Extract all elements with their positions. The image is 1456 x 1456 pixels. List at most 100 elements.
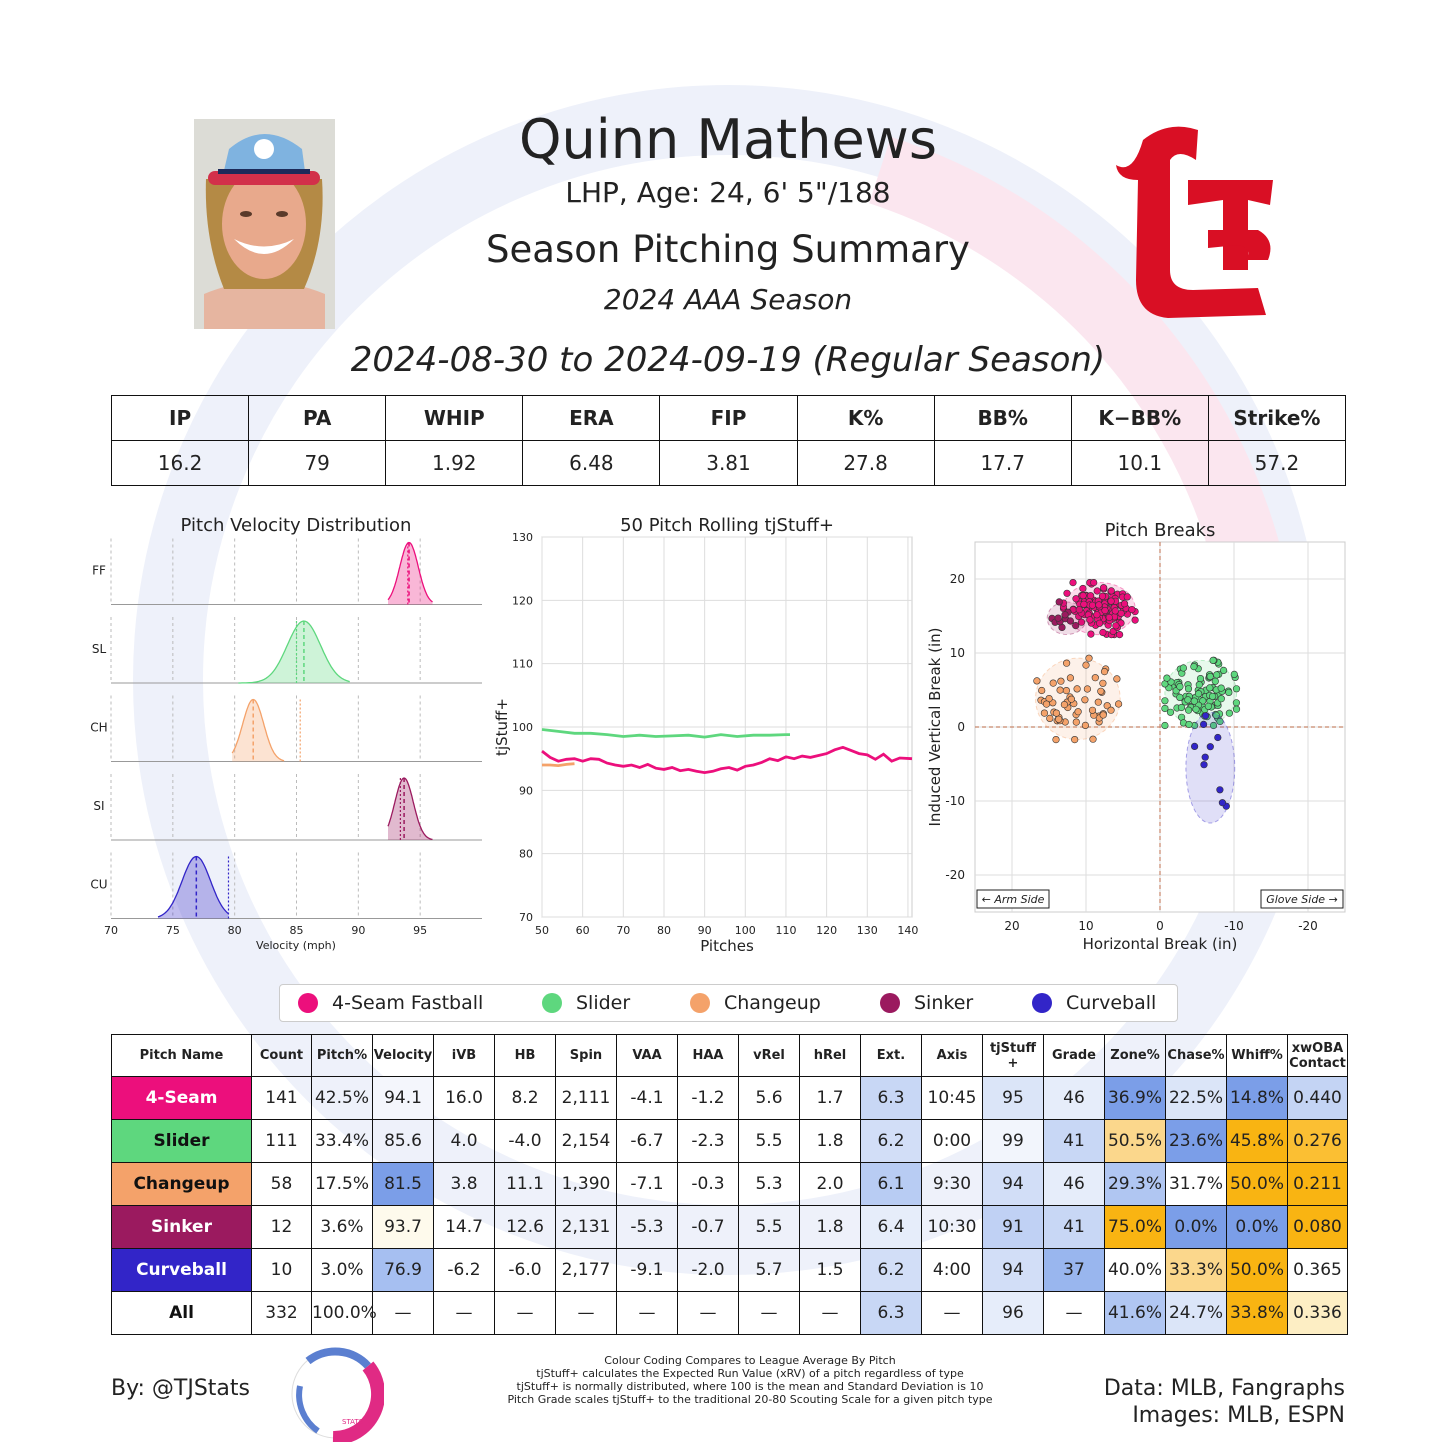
velocity-curve-SI xyxy=(387,777,433,841)
pitch-name-cell: All xyxy=(111,1291,252,1335)
stats-value-row: 16.2 79 1.92 6.48 3.81 27.8 17.7 10.1 57… xyxy=(110,440,1347,486)
table-cell: 0:00 xyxy=(921,1119,983,1163)
pitch-col-header: Grade xyxy=(1043,1034,1105,1077)
table-cell: — xyxy=(1043,1291,1105,1335)
footnote-line: tjStuff+ calculates the Expected Run Val… xyxy=(536,1367,964,1380)
table-cell: 41 xyxy=(1043,1119,1105,1163)
table-row: Changeup 58 17.5% 81.5 3.8 11.1 1,390 -7.1 -0.3 5… xyxy=(111,1162,1348,1206)
breaks-point xyxy=(1216,717,1224,726)
breaks-point xyxy=(1097,687,1105,695)
breaks-point xyxy=(1079,584,1087,593)
breaks-point xyxy=(1166,708,1175,716)
breaks-point xyxy=(1062,659,1071,667)
table-cell: 2,131 xyxy=(555,1205,617,1249)
table-cell: 46 xyxy=(1043,1076,1105,1120)
breaks-point xyxy=(1190,742,1199,750)
team-logo xyxy=(1116,126,1273,319)
breaks-point xyxy=(1128,605,1136,614)
breaks-point xyxy=(1095,601,1103,609)
table-cell: — xyxy=(616,1291,678,1335)
breaks-point xyxy=(1049,679,1057,687)
breaks-point xyxy=(1206,684,1214,692)
velocity-tick-label: 85 xyxy=(290,924,304,937)
breaks-point xyxy=(1214,733,1222,742)
table-cell: 93.7 xyxy=(372,1205,434,1249)
table-cell: 31.7% xyxy=(1165,1162,1227,1206)
glove-side-label: Glove Side → xyxy=(1266,893,1338,906)
breaks-point xyxy=(1069,578,1077,587)
breaks-point xyxy=(1088,601,1096,609)
table-cell: 96 xyxy=(982,1291,1044,1335)
pitch-name-cell: 4-Seam xyxy=(111,1076,252,1120)
table-cell: 0.365 xyxy=(1287,1248,1348,1292)
breaks-point xyxy=(1232,705,1241,713)
velocity-curve-CU xyxy=(157,855,229,918)
breaks-point xyxy=(1072,718,1080,726)
breaks-point xyxy=(1176,693,1184,701)
footnotes: Colour Coding Compares to League Average… xyxy=(440,1354,1060,1406)
breaks-point xyxy=(1179,664,1187,672)
breaks-point xyxy=(1114,700,1123,708)
pitch-col-header: Velocity xyxy=(372,1034,434,1077)
table-cell: -9.1 xyxy=(616,1248,678,1292)
table-cell: 10:45 xyxy=(921,1076,983,1120)
velocity-curve-FF xyxy=(387,541,433,603)
stuff-y-axis-label: tjStuff+ xyxy=(493,698,511,756)
stat-header: PA xyxy=(248,395,387,441)
breaks-point xyxy=(1216,786,1224,794)
table-cell: 1.8 xyxy=(799,1119,861,1163)
arm-side-box xyxy=(976,889,1050,909)
breaks-point xyxy=(1201,753,1209,761)
table-cell: 5.5 xyxy=(738,1119,800,1163)
pitch-col-header: Pitch% xyxy=(311,1034,373,1077)
breaks-point xyxy=(1093,611,1101,619)
legend-item: 4-Seam Fastball xyxy=(298,985,483,1021)
table-cell: — xyxy=(921,1291,983,1335)
pitch-col-header: xwOBA Contact xyxy=(1287,1034,1348,1077)
table-cell: 11.1 xyxy=(494,1162,556,1206)
table-cell: -6.2 xyxy=(433,1248,495,1292)
table-cell: 29.3% xyxy=(1104,1162,1166,1206)
breaks-point xyxy=(1217,695,1225,703)
table-cell: 332 xyxy=(251,1291,312,1335)
velocity-row-label: CH xyxy=(90,721,107,735)
stat-value: 79 xyxy=(248,440,387,486)
breaks-point xyxy=(1225,709,1233,717)
pitch-name-cell: Sinker xyxy=(111,1205,252,1249)
pitch-col-header: iVB xyxy=(433,1034,495,1077)
breaks-point xyxy=(1209,721,1218,730)
velocity-tick-label: 95 xyxy=(413,924,427,937)
breaks-point xyxy=(1161,704,1169,713)
velocity-tick-label: 70 xyxy=(104,924,118,937)
breaks-point xyxy=(1099,628,1107,637)
legend-swatch xyxy=(1032,993,1052,1013)
breaks-point xyxy=(1209,656,1217,664)
table-cell: 2,111 xyxy=(555,1076,617,1120)
breaks-x-tick: 0 xyxy=(1156,919,1164,933)
breaks-point xyxy=(1217,684,1225,692)
stuff-x-tick: 70 xyxy=(616,924,630,937)
breaks-point xyxy=(1038,686,1046,695)
date-range: 2024-08-30 to 2024-09-19 (Regular Season… xyxy=(350,340,1106,380)
breaks-point xyxy=(1056,686,1064,694)
table-cell: 58 xyxy=(251,1162,312,1206)
stuff-series-line-1 xyxy=(541,728,790,739)
table-cell: 85.6 xyxy=(372,1119,434,1163)
breaks-point xyxy=(1079,591,1087,600)
stat-header: Strike% xyxy=(1207,395,1347,441)
breaks-point xyxy=(1115,631,1124,639)
breaks-point xyxy=(1212,711,1220,719)
breaks-point xyxy=(1107,597,1115,605)
breaks-point xyxy=(1123,593,1131,601)
table-cell: — xyxy=(799,1291,861,1335)
stuff-y-tick: 110 xyxy=(512,658,533,671)
breaks-point xyxy=(1091,674,1099,682)
table-cell: 2.0 xyxy=(799,1162,861,1206)
table-cell: 76.9 xyxy=(372,1248,434,1292)
table-cell: 3.0% xyxy=(311,1248,373,1292)
breaks-x-tick: -10 xyxy=(1224,919,1244,933)
breaks-point xyxy=(1213,671,1221,679)
table-cell: — xyxy=(555,1291,617,1335)
breaks-point xyxy=(1111,607,1119,615)
